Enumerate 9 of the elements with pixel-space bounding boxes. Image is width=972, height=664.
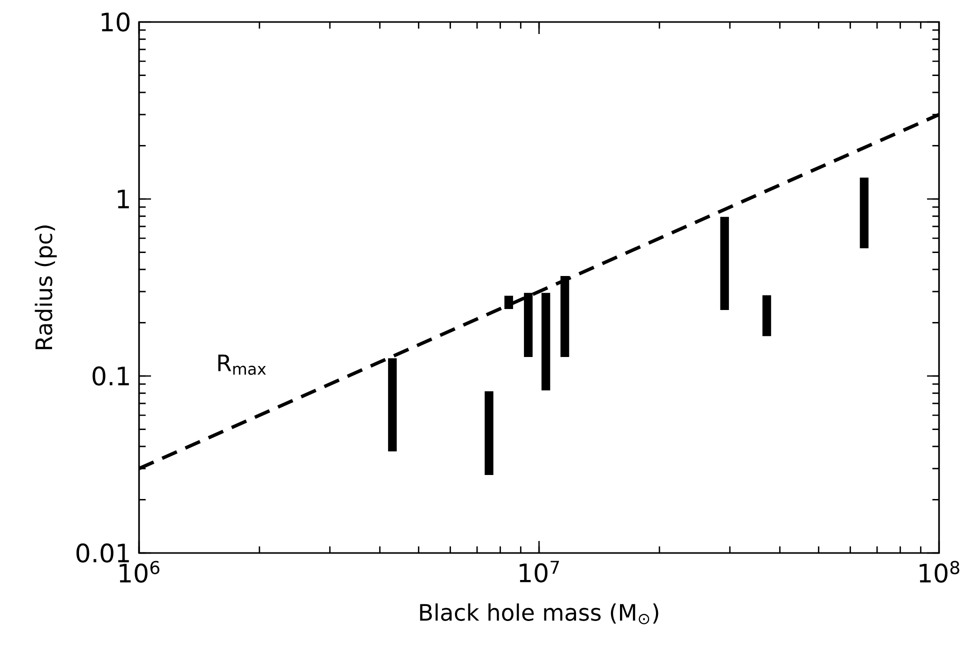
x-tick-label: 10$^{8}$ [920, 560, 960, 583]
x-tick-label: 10$^{7}$ [520, 560, 559, 582]
y-tick-label: 1 [118, 190, 129, 208]
x-axis-title: Black hole mass (M$_{⊙}$) [420, 603, 658, 624]
y-axis-title: Radius (pc) [34, 226, 57, 350]
y-tick-label: 0.1 [92, 366, 129, 386]
series-label: R$_{max}$ [218, 354, 266, 375]
y-tick-label: 0.01 [76, 543, 129, 563]
y-tick-label: 10 [102, 12, 130, 32]
